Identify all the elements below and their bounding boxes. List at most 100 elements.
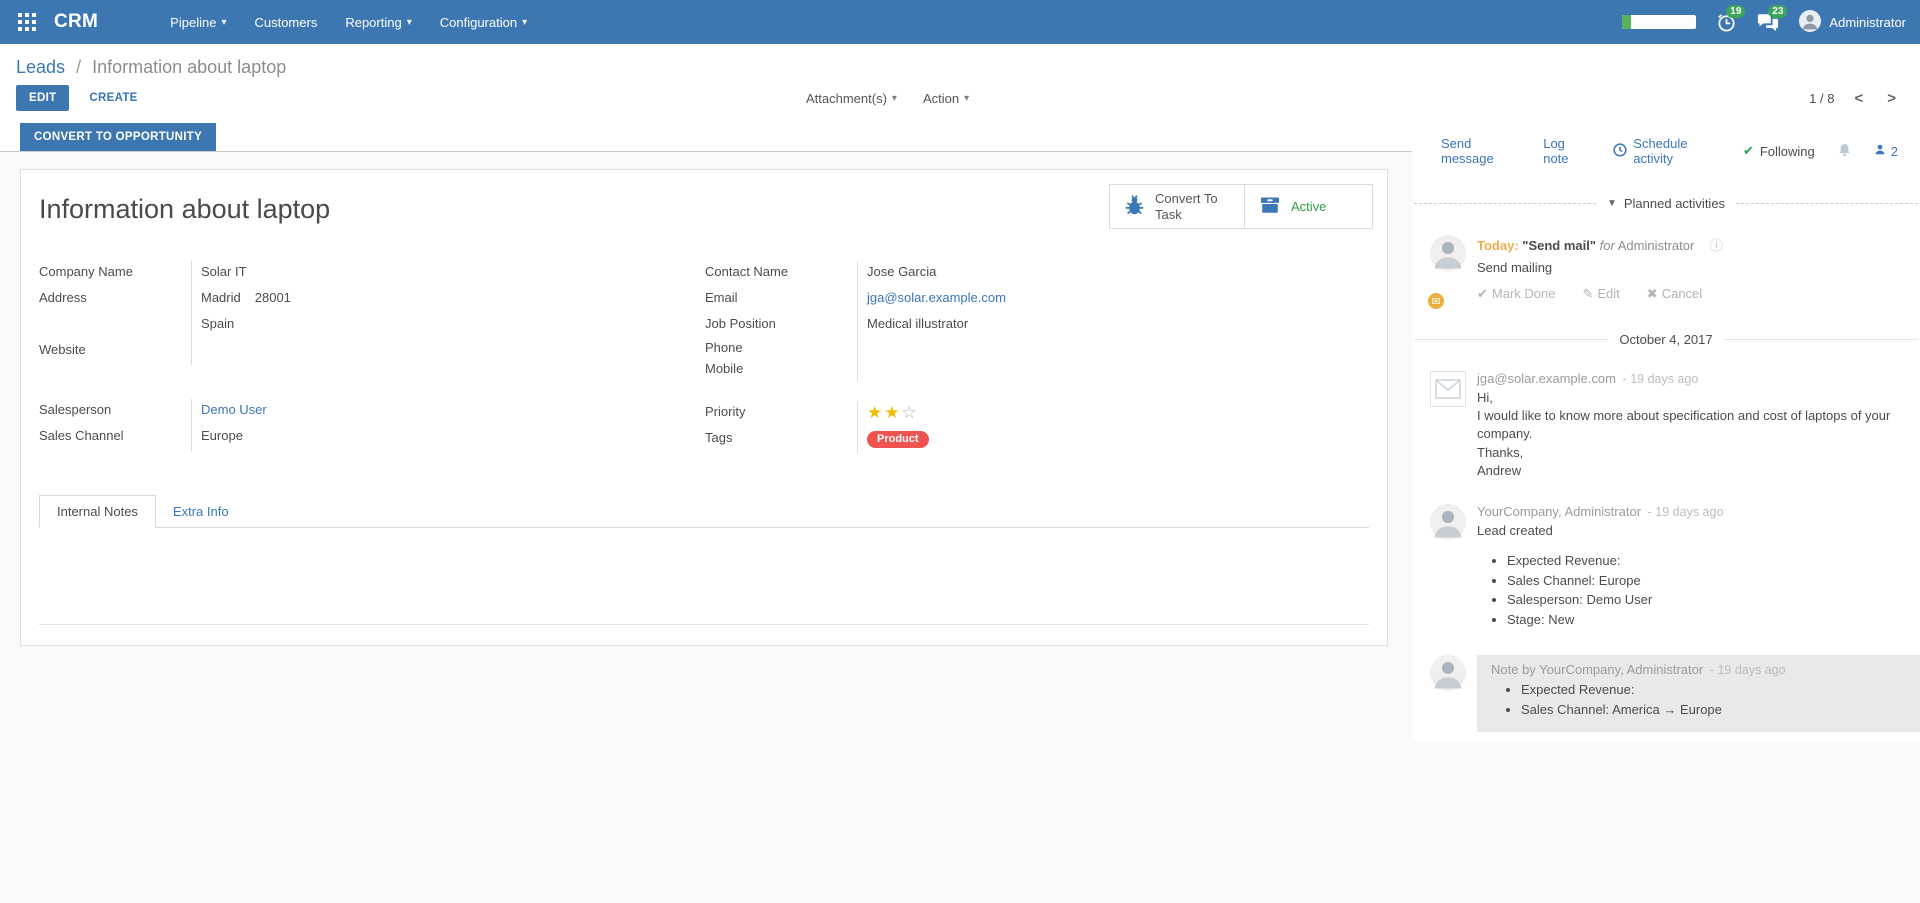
breadcrumb-current: Information about laptop — [92, 57, 287, 77]
menu-configuration[interactable]: Configuration ▾ — [426, 0, 541, 44]
activity-for: for — [1599, 238, 1615, 253]
salesperson-link[interactable]: Demo User — [201, 402, 267, 417]
website-value — [191, 339, 681, 365]
schedule-activity-button[interactable]: Schedule activity — [1613, 136, 1718, 166]
message-body: jga@solar.example.com - 19 days ago Hi, … — [1477, 371, 1896, 480]
sales-channel-value: Europe — [191, 425, 681, 451]
message-line: Hi, — [1477, 390, 1493, 405]
top-navbar: CRM Pipeline ▾ Customers Reporting ▾ Con… — [0, 0, 1920, 44]
create-button[interactable]: CREATE — [77, 85, 149, 111]
attachments-dropdown[interactable]: Attachment(s) ▾ — [806, 91, 897, 106]
tab-strip: Internal Notes Extra Info — [39, 495, 1369, 528]
send-message-button[interactable]: Send message — [1441, 136, 1494, 166]
pager-next-button[interactable]: > — [1887, 89, 1896, 107]
info-icon[interactable]: ⓘ — [1709, 238, 1723, 253]
menu-configuration-label: Configuration — [439, 14, 518, 30]
timer-progress-fill — [1622, 15, 1632, 29]
menu-pipeline[interactable]: Pipeline ▾ — [156, 0, 240, 44]
tag-product[interactable]: Product — [867, 431, 929, 448]
breadcrumb-leads-link[interactable]: Leads — [16, 57, 66, 77]
message-line: Thanks, — [1477, 444, 1524, 460]
messages-systray-button[interactable]: 23 — [1757, 4, 1788, 33]
message-author[interactable]: YourCompany, Administrator — [1477, 503, 1642, 519]
tracking-value: Sales Channel: America → Europe — [1521, 702, 1906, 717]
stat-button-box: Convert To Task Active — [1109, 184, 1373, 230]
check-icon: ✔ — [1742, 143, 1754, 158]
job-position-label: Job Position — [705, 316, 776, 331]
breadcrumb-separator: / — [76, 57, 82, 77]
schedule-activity-label: Schedule activity — [1633, 136, 1688, 166]
avatar — [1799, 9, 1822, 35]
active-toggle-button[interactable]: Active — [1244, 185, 1372, 229]
app-brand[interactable]: CRM — [54, 11, 99, 32]
convert-to-task-button[interactable]: Convert To Task — [1110, 185, 1244, 228]
phone-value — [857, 339, 1369, 360]
check-icon: ✔ — [1477, 286, 1488, 301]
activity-note: Send mailing — [1477, 260, 1553, 275]
message-timestamp: - 19 days ago — [1709, 663, 1786, 678]
message-avatar — [1430, 503, 1466, 631]
cancel-activity-button[interactable]: ✖ Cancel — [1647, 286, 1702, 302]
message-text: Lead created — [1477, 522, 1553, 538]
following-label: Following — [1759, 143, 1815, 159]
apps-grid-icon[interactable] — [14, 9, 40, 35]
planned-activities-toggle[interactable]: ▼ Planned activities — [1596, 196, 1736, 211]
dashed-line — [1736, 203, 1919, 204]
chevron-down-icon: ▾ — [964, 92, 970, 104]
message-timestamp: - 19 days ago — [1647, 504, 1724, 519]
planned-activities-title: Planned activities — [1623, 196, 1726, 211]
menu-customers[interactable]: Customers — [240, 0, 331, 44]
form-sheet: Convert To Task Active Information about… — [20, 169, 1388, 646]
followers-count: 2 — [1890, 143, 1898, 159]
mobile-value — [857, 360, 1369, 381]
address-label: Address — [39, 290, 87, 305]
star-rating-widget[interactable]: ★★☆ — [867, 403, 919, 422]
bell-icon[interactable] — [1837, 142, 1852, 161]
timer-progress-bar — [1622, 15, 1697, 29]
log-note-button[interactable]: Log note — [1543, 136, 1569, 166]
followers-button[interactable]: 2 — [1874, 143, 1898, 159]
form-statusbar: CONVERT TO OPPORTUNITY — [0, 123, 1412, 152]
activity-body: Today: "Send mail" for Administrator ⓘ S… — [1477, 235, 1896, 302]
menu-reporting[interactable]: Reporting ▾ — [331, 0, 425, 44]
email-value: jga@solar.example.com — [857, 287, 1369, 313]
date-separator: October 4, 2017 — [1412, 332, 1920, 347]
tracking-value-list: Expected Revenue: Sales Channel: Europe … — [1477, 553, 1896, 627]
separator-line — [1723, 339, 1919, 340]
action-dropdown[interactable]: Action ▾ — [923, 91, 969, 106]
mark-done-button[interactable]: ✔ Mark Done — [1477, 286, 1555, 302]
tab-internal-notes[interactable]: Internal Notes — [39, 495, 156, 528]
user-menu[interactable]: Administrator — [1799, 9, 1906, 35]
company-name-value: Solar IT — [191, 261, 681, 287]
website-label: Website — [39, 342, 86, 357]
city-value: Madrid — [201, 290, 241, 305]
message-author[interactable]: jga@solar.example.com — [1477, 371, 1616, 386]
systray: 19 23 Administrator — [1622, 4, 1906, 35]
form-background: Convert To Task Active Information about… — [0, 152, 1412, 855]
email-link[interactable]: jga@solar.example.com — [867, 290, 1006, 305]
convert-to-opportunity-button[interactable]: CONVERT TO OPPORTUNITY — [20, 123, 217, 151]
email-label: Email — [705, 290, 738, 305]
contact-name-label: Contact Name — [705, 264, 789, 279]
activity-summary: "Send mail" — [1522, 238, 1597, 253]
active-label: Active — [1291, 198, 1327, 214]
attachments-dropdown-label: Attachment(s) — [806, 90, 887, 106]
edit-activity-button[interactable]: ✎ Edit — [1582, 286, 1619, 302]
action-dropdown-label: Action — [922, 90, 960, 106]
tab-extra-info[interactable]: Extra Info — [172, 504, 229, 519]
job-position-value: Medical illustrator — [857, 313, 1369, 339]
activities-systray-button[interactable]: 19 — [1716, 4, 1746, 33]
priority-stars: ★★☆ — [857, 401, 1369, 427]
salesperson-label: Salesperson — [39, 402, 112, 417]
activity-assignee: Administrator — [1617, 238, 1695, 253]
dashed-line — [1414, 203, 1596, 204]
activity-headline: Today: "Send mail" for Administrator ⓘ — [1477, 235, 1896, 254]
internal-notes-content[interactable] — [39, 528, 1369, 624]
mark-done-label: Mark Done — [1491, 286, 1556, 301]
pager-previous-button[interactable]: < — [1854, 89, 1864, 107]
edit-button[interactable]: EDIT — [16, 85, 70, 111]
chevron-down-icon: ▾ — [891, 92, 897, 104]
following-button[interactable]: ✔ Following — [1743, 143, 1815, 159]
activity-avatar: ✉ — [1426, 235, 1466, 311]
message-note: Note by YourCompany, Administrator - 19 … — [1412, 631, 1920, 733]
